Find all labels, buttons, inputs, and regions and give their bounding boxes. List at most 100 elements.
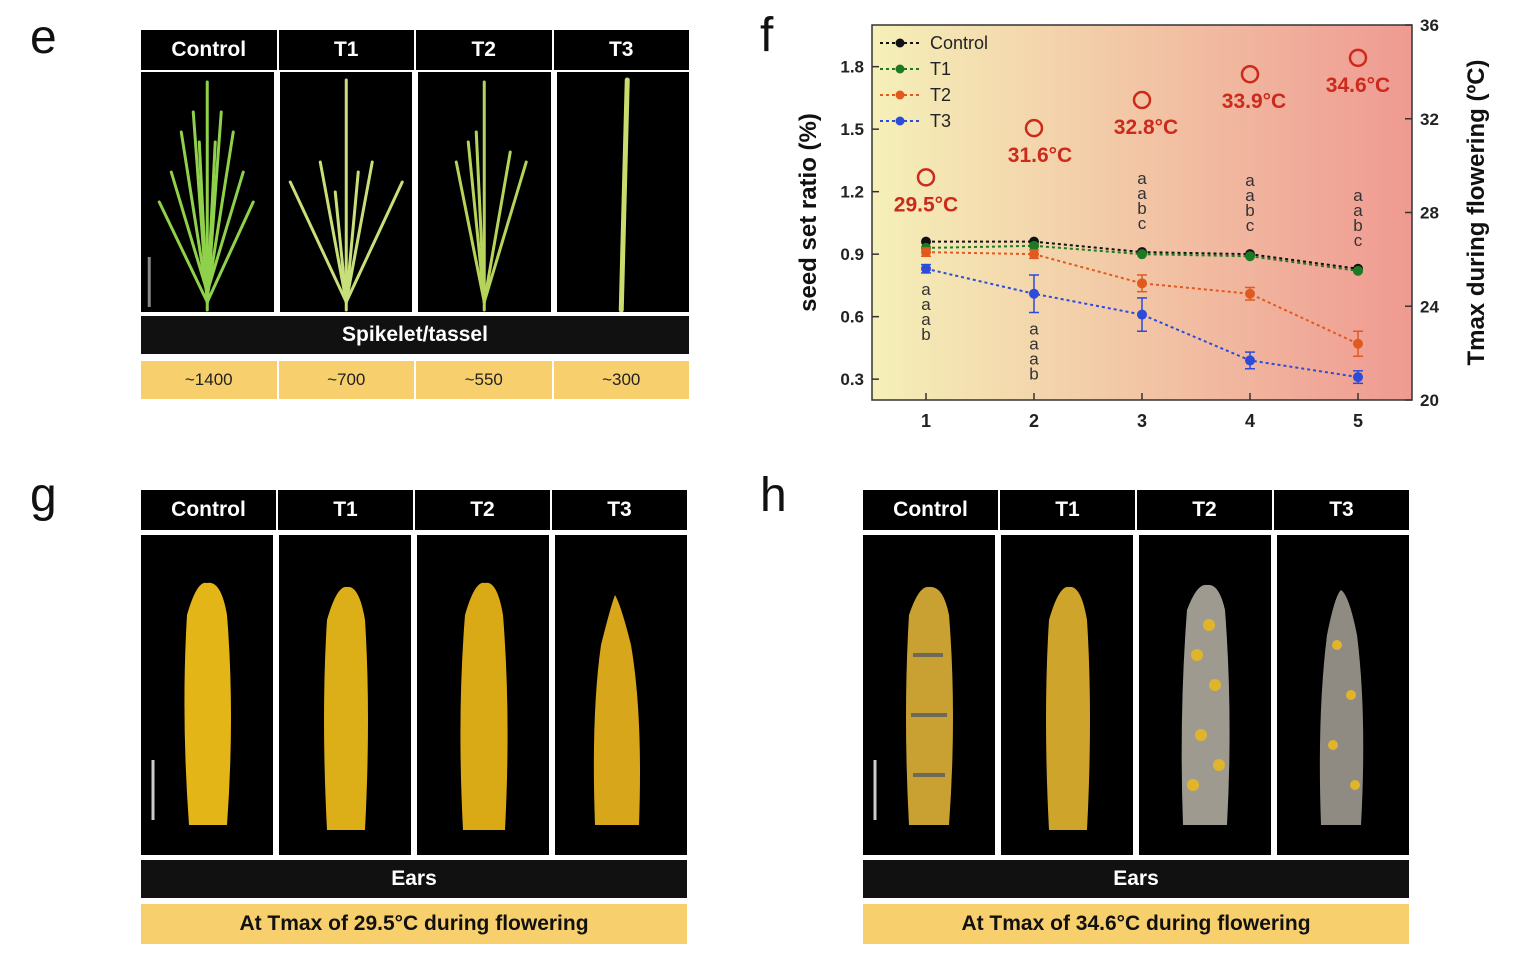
legend-label-t2: T2 xyxy=(930,85,951,105)
tassel-photo-t1 xyxy=(279,72,412,312)
significance-letter: b xyxy=(1137,199,1146,218)
significance-letter: a xyxy=(1029,320,1039,339)
significance-letter: c xyxy=(1354,231,1363,250)
tmax-marker xyxy=(916,168,936,187)
data-point-t3 xyxy=(1137,309,1147,320)
significance-letter: a xyxy=(1353,186,1363,205)
seed-set-chart: 0.3 0.6 0.9 1.2 1.5 1.8 20 24 28 32 36 1 2 3 4 5 29.5°C… xyxy=(795,16,1490,431)
panel-label-g: g xyxy=(30,469,57,522)
y-tick-label: 1.2 xyxy=(840,183,864,202)
tmax-label: 31.6°C xyxy=(1008,144,1072,167)
plot-area xyxy=(871,24,1413,401)
legend-label-control: Control xyxy=(930,33,988,53)
ears-h-bar-label: Ears xyxy=(863,860,1409,898)
tmax-label: 34.6°C xyxy=(1326,74,1390,97)
legend-label-t3: T3 xyxy=(930,111,951,131)
y2-tick-label: 32 xyxy=(1420,110,1439,129)
tmax-label: 29.5°C xyxy=(894,193,958,216)
series-line-t3 xyxy=(925,267,1359,379)
ears-h-header-row: Control T1 T2 T3 xyxy=(863,490,1409,530)
significance-letter: b xyxy=(1353,216,1362,235)
data-point-t1 xyxy=(1245,251,1255,262)
significance-letter: a xyxy=(921,280,931,299)
y2-tick-label: 36 xyxy=(1420,16,1439,35)
series-line-t2 xyxy=(925,251,1359,345)
ears-h-caption: At Tmax of 34.6°C during flowering xyxy=(863,904,1409,944)
tassel-header-t3: T3 xyxy=(608,38,634,61)
significance-letter: a xyxy=(1029,335,1039,354)
panel-label-h: h xyxy=(760,469,787,522)
ears-h-header-t2: T2 xyxy=(1137,490,1274,530)
y2-tick-label: 20 xyxy=(1420,391,1439,410)
significance-letter: a xyxy=(921,310,931,329)
data-point-t2 xyxy=(1353,338,1363,349)
ears-g-header-t1: T1 xyxy=(278,490,415,530)
ear-photo-h-t3 xyxy=(1277,535,1409,855)
data-point-t3 xyxy=(1353,372,1363,383)
tmax-marker xyxy=(1132,90,1152,110)
ears-g-header-t2: T2 xyxy=(415,490,552,530)
significance-letter: a xyxy=(921,295,931,314)
panel-label-e: e xyxy=(30,11,57,64)
ears-h-header-t3: T3 xyxy=(1329,498,1354,521)
y2-tick-label: 24 xyxy=(1420,297,1439,316)
x-tick-label: 2 xyxy=(1029,411,1039,431)
ear-photo-g-control xyxy=(141,535,273,855)
tassel-count-t1: ~700 xyxy=(279,361,416,399)
y2-axis-label: Tmax during flowering (ºC) xyxy=(1463,59,1490,365)
ear-photo-g-t3 xyxy=(555,535,687,855)
y-tick-label: 1.8 xyxy=(840,58,864,77)
data-point-t2 xyxy=(1245,288,1255,299)
tmax-label: 33.9°C xyxy=(1222,90,1286,113)
x-tick-label: 4 xyxy=(1245,411,1255,431)
tmax-marker xyxy=(1240,64,1260,84)
data-point-t2 xyxy=(1137,278,1147,289)
significance-letter: a xyxy=(1137,169,1147,188)
significance-letter: b xyxy=(1029,365,1038,384)
data-point-t2 xyxy=(1029,249,1039,260)
tassel-photo-t2 xyxy=(418,72,551,312)
data-point-t2 xyxy=(921,247,931,258)
tassel-image-row xyxy=(141,72,689,312)
y-axis-label: seed set ratio (%) xyxy=(795,113,822,312)
data-point-t1 xyxy=(1137,249,1147,260)
y-tick-label: 0.9 xyxy=(840,245,864,264)
legend-label-t1: T1 xyxy=(930,59,951,79)
ear-photo-g-t2 xyxy=(417,535,549,855)
significance-letter: c xyxy=(1246,216,1255,235)
tassel-header-row: Control T1 T2 T3 xyxy=(141,30,689,70)
data-point-t3 xyxy=(1029,288,1039,299)
legend-marker xyxy=(895,90,905,100)
tassel-count-control: ~1400 xyxy=(141,361,279,399)
ears-g-header-row: Control T1 T2 T3 xyxy=(141,490,687,530)
significance-letter: a xyxy=(1245,171,1255,190)
ears-g-image-row xyxy=(141,535,687,855)
ears-g-caption: At Tmax of 29.5°C during flowering xyxy=(141,904,687,944)
tassel-header-t1: T1 xyxy=(279,30,416,70)
ear-photo-g-t1 xyxy=(279,535,411,855)
tmax-marker xyxy=(1348,48,1368,68)
legend-marker xyxy=(895,64,905,74)
y-tick-label: 0.3 xyxy=(840,370,864,389)
tassel-photo-t3 xyxy=(556,72,689,312)
significance-letter: b xyxy=(1245,201,1254,220)
legend-marker xyxy=(895,116,905,126)
significance-letter: a xyxy=(1245,186,1255,205)
tassel-count-row: ~1400 ~700 ~550 ~300 xyxy=(141,361,689,399)
significance-letter: a xyxy=(1029,350,1039,369)
x-tick-label: 3 xyxy=(1137,411,1147,431)
tassel-bar-label: Spikelet/tassel xyxy=(141,316,689,354)
legend-marker xyxy=(895,38,905,48)
y-tick-label: 1.5 xyxy=(840,120,864,139)
ears-g-header-t3: T3 xyxy=(607,498,632,521)
ears-h-header-control: Control xyxy=(863,490,1000,530)
x-tick-label: 1 xyxy=(921,411,931,431)
y2-tick-label: 28 xyxy=(1420,204,1439,223)
ear-photo-h-control xyxy=(863,535,995,855)
x-tick-label: 5 xyxy=(1353,411,1363,431)
y-tick-label: 0.6 xyxy=(840,308,864,327)
ears-g-bar-label: Ears xyxy=(141,860,687,898)
ears-h-image-row xyxy=(863,535,1409,855)
significance-letter: a xyxy=(1353,201,1363,220)
ear-photo-h-t2 xyxy=(1139,535,1271,855)
